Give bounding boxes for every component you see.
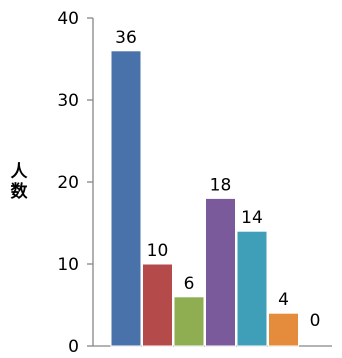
bar-5 — [236, 230, 268, 347]
bar-6 — [268, 312, 299, 347]
bar-3 — [173, 296, 205, 347]
y-tick-label-20: 20 — [57, 173, 79, 193]
bar-value-label-3: 6 — [184, 274, 195, 294]
y-axis-title: 人 数 — [11, 162, 29, 202]
bar-value-label-5: 14 — [241, 208, 263, 228]
y-tick-label-40: 40 — [57, 9, 79, 29]
bar-2 — [142, 263, 173, 347]
y-axis-title-char-1: 人 — [11, 162, 29, 182]
bar-value-label-2: 10 — [147, 241, 169, 261]
bar-1 — [110, 50, 142, 347]
bar-value-label-1: 36 — [115, 28, 137, 48]
y-tick-label-10: 10 — [57, 255, 79, 275]
y-tick-label-0: 0 — [68, 337, 79, 357]
bar-value-label-4: 18 — [210, 175, 232, 195]
y-axis-title-char-2: 数 — [11, 181, 29, 202]
bar-value-label-6: 4 — [278, 290, 289, 310]
bar-4 — [205, 197, 236, 347]
bar-value-label-7: 0 — [310, 311, 321, 331]
y-tick-label-30: 30 — [57, 91, 79, 111]
